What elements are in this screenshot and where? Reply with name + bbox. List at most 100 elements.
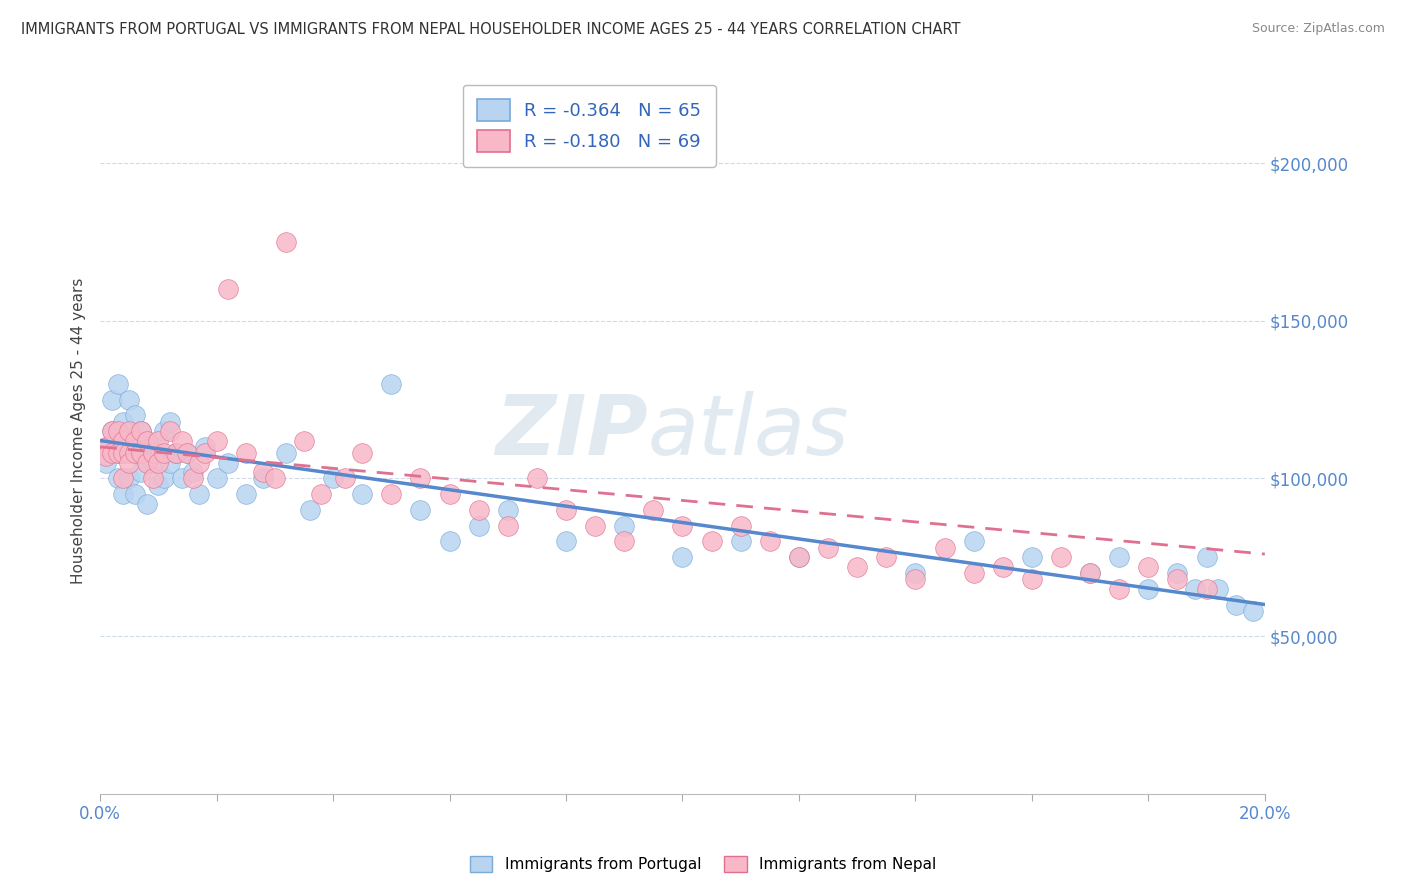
Point <box>613 518 636 533</box>
Point <box>352 446 374 460</box>
Point <box>467 518 489 533</box>
Point <box>112 415 135 429</box>
Point <box>135 497 157 511</box>
Point <box>730 534 752 549</box>
Point <box>380 376 402 391</box>
Point <box>1021 572 1043 586</box>
Point <box>904 566 927 580</box>
Point <box>963 566 986 580</box>
Text: Source: ZipAtlas.com: Source: ZipAtlas.com <box>1251 22 1385 36</box>
Point <box>107 446 129 460</box>
Point <box>555 503 578 517</box>
Point <box>94 440 117 454</box>
Point <box>1225 598 1247 612</box>
Point <box>217 456 239 470</box>
Point <box>159 424 181 438</box>
Point <box>875 550 897 565</box>
Point <box>153 471 176 485</box>
Point <box>118 456 141 470</box>
Point <box>107 471 129 485</box>
Point <box>118 471 141 485</box>
Point <box>141 440 163 454</box>
Point <box>170 471 193 485</box>
Point <box>118 434 141 448</box>
Point <box>194 446 217 460</box>
Point <box>153 424 176 438</box>
Point <box>1195 550 1218 565</box>
Point <box>787 550 810 565</box>
Point <box>107 446 129 460</box>
Point <box>846 559 869 574</box>
Point <box>759 534 782 549</box>
Point <box>1137 582 1160 596</box>
Point <box>181 471 204 485</box>
Point <box>817 541 839 555</box>
Point <box>100 424 122 438</box>
Point <box>409 503 432 517</box>
Y-axis label: Householder Income Ages 25 - 44 years: Householder Income Ages 25 - 44 years <box>72 278 86 584</box>
Point <box>118 424 141 438</box>
Point <box>1108 582 1130 596</box>
Point <box>107 376 129 391</box>
Point <box>176 446 198 460</box>
Point <box>170 434 193 448</box>
Point <box>153 446 176 460</box>
Point <box>1195 582 1218 596</box>
Point <box>292 434 315 448</box>
Point <box>671 550 693 565</box>
Point <box>252 471 274 485</box>
Point <box>129 446 152 460</box>
Point <box>124 434 146 448</box>
Point <box>380 487 402 501</box>
Point <box>188 456 211 470</box>
Point <box>311 487 333 501</box>
Legend: Immigrants from Portugal, Immigrants from Nepal: Immigrants from Portugal, Immigrants fro… <box>463 848 943 880</box>
Point <box>263 471 285 485</box>
Text: IMMIGRANTS FROM PORTUGAL VS IMMIGRANTS FROM NEPAL HOUSEHOLDER INCOME AGES 25 - 4: IMMIGRANTS FROM PORTUGAL VS IMMIGRANTS F… <box>21 22 960 37</box>
Point <box>904 572 927 586</box>
Point <box>439 487 461 501</box>
Point <box>135 456 157 470</box>
Point <box>148 434 170 448</box>
Point <box>991 559 1014 574</box>
Point <box>124 487 146 501</box>
Point <box>94 450 117 464</box>
Text: atlas: atlas <box>648 391 849 472</box>
Point <box>112 487 135 501</box>
Point <box>148 456 170 470</box>
Point <box>129 424 152 438</box>
Point <box>141 446 163 460</box>
Point <box>194 440 217 454</box>
Point <box>181 465 204 479</box>
Point <box>730 518 752 533</box>
Point <box>148 477 170 491</box>
Point <box>100 392 122 407</box>
Point <box>148 446 170 460</box>
Point <box>135 434 157 448</box>
Point <box>333 471 356 485</box>
Point <box>467 503 489 517</box>
Point <box>700 534 723 549</box>
Point <box>643 503 665 517</box>
Point <box>129 446 152 460</box>
Point <box>787 550 810 565</box>
Point <box>1206 582 1229 596</box>
Point <box>165 446 187 460</box>
Point <box>100 446 122 460</box>
Point <box>188 487 211 501</box>
Point <box>496 518 519 533</box>
Point <box>613 534 636 549</box>
Point <box>129 465 152 479</box>
Point <box>1108 550 1130 565</box>
Point <box>118 392 141 407</box>
Point <box>1021 550 1043 565</box>
Point <box>235 446 257 460</box>
Point <box>205 471 228 485</box>
Point <box>555 534 578 549</box>
Point <box>112 471 135 485</box>
Point <box>1137 559 1160 574</box>
Point <box>235 487 257 501</box>
Legend: R = -0.364   N = 65, R = -0.180   N = 69: R = -0.364 N = 65, R = -0.180 N = 69 <box>463 85 716 167</box>
Point <box>141 456 163 470</box>
Point <box>124 409 146 423</box>
